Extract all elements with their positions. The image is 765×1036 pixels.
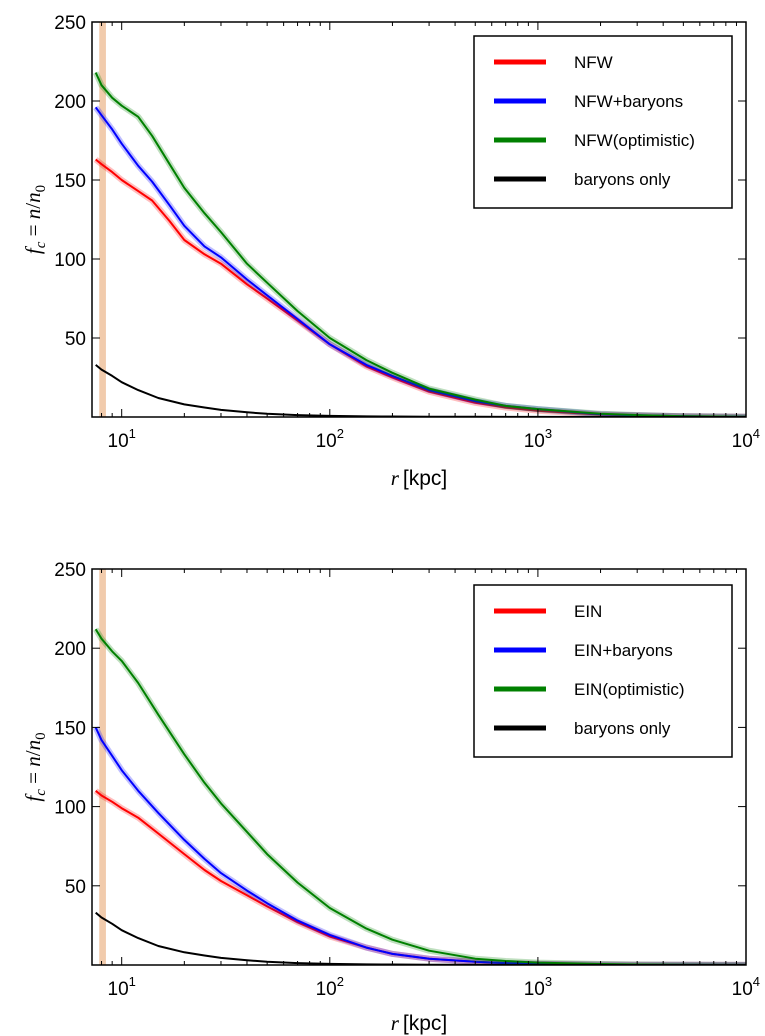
legend: NFW NFW+baryons NFW(optimistic) baryons onl… [473, 35, 733, 209]
x-tick-base: 10 [732, 979, 753, 1000]
x-tick-exponent: 2 [337, 426, 344, 441]
plot-frame [91, 568, 747, 966]
y-axis-label: fc = n/n0 [21, 732, 49, 801]
y-tick-label: 150 [54, 171, 86, 192]
legend-label: NFW [574, 53, 613, 72]
y-tick-label: 250 [54, 560, 86, 581]
y-tick-label: 150 [54, 718, 86, 739]
x-tick-label: 101 [108, 426, 136, 452]
x-tick-exponent: 2 [337, 974, 344, 989]
x-tick-base: 10 [108, 431, 129, 452]
x-tick-base: 10 [316, 431, 337, 452]
legend-label: baryons only [574, 170, 671, 189]
x-tick-exponent: 1 [129, 974, 136, 989]
y-tick-label: 200 [54, 639, 86, 660]
x-tick-label: 104 [732, 974, 760, 1000]
x-tick-label: 103 [524, 426, 552, 452]
series-line-3 [94, 628, 746, 965]
y-tick-label: 50 [65, 329, 86, 350]
y-axis-label: fc = n/n0 [21, 185, 49, 254]
x-tick-exponent: 4 [753, 426, 760, 441]
solar-radius-band [99, 569, 106, 965]
x-tick-base: 10 [108, 979, 129, 1000]
x-tick-exponent: 3 [545, 426, 552, 441]
x-tick-exponent: 3 [545, 974, 552, 989]
series-line-3 [94, 72, 746, 417]
x-tick-label: 101 [108, 974, 136, 1000]
legend-label: baryons only [574, 719, 671, 738]
x-tick-base: 10 [524, 431, 545, 452]
x-tick-base: 10 [524, 979, 545, 1000]
x-tick-label: 103 [524, 974, 552, 1000]
x-tick-label: 102 [316, 426, 344, 452]
legend: EIN EIN+baryons EIN(optimistic) baryons onl… [473, 584, 733, 758]
legend-label: EIN(optimistic) [574, 680, 685, 699]
legend-label: EIN [574, 602, 602, 621]
legend-label: EIN+baryons [574, 641, 673, 660]
x-tick-base: 10 [732, 431, 753, 452]
y-tick-label: 200 [54, 92, 86, 113]
legend-label: NFW+baryons [574, 92, 683, 111]
y-tick-label: 50 [65, 877, 86, 898]
x-tick-exponent: 1 [129, 426, 136, 441]
series-line-1 [95, 158, 746, 417]
y-tick-label: 100 [54, 798, 86, 819]
x-axis-label: r [kpc] [391, 466, 448, 490]
x-tick-exponent: 4 [753, 974, 760, 989]
x-tick-label: 102 [316, 974, 344, 1000]
y-tick-label: 100 [54, 250, 86, 271]
plot-frame [91, 21, 747, 418]
x-tick-base: 10 [316, 979, 337, 1000]
x-tick-label: 104 [732, 426, 760, 452]
solar-radius-band [99, 22, 106, 417]
x-axis-label: r [kpc] [391, 1011, 448, 1035]
legend-label: NFW(optimistic) [574, 131, 695, 150]
y-tick-label: 250 [54, 13, 86, 34]
